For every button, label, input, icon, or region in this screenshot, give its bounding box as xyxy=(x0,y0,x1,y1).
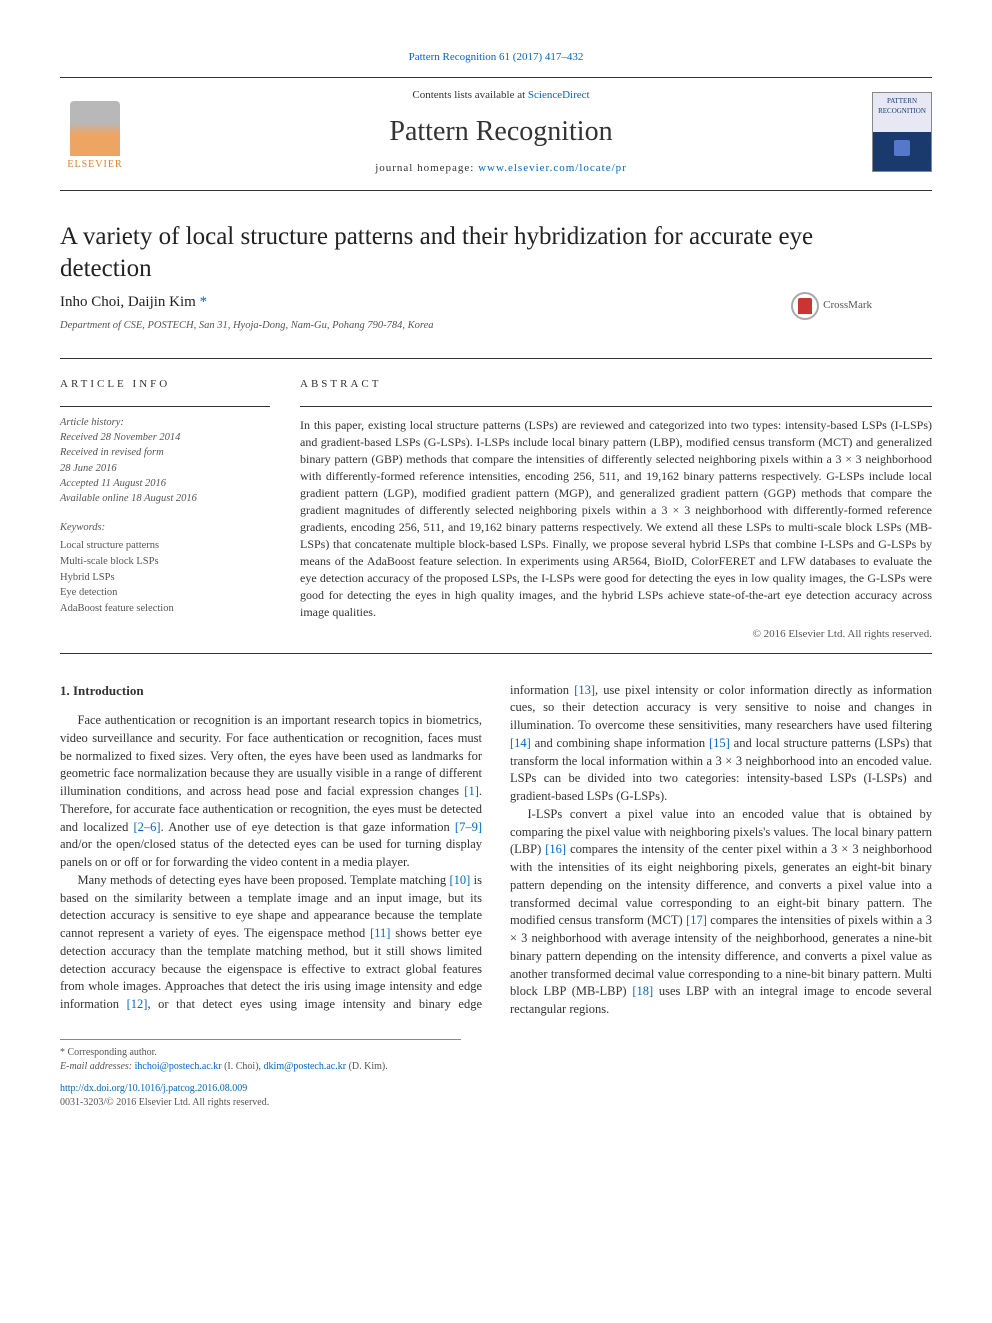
ref-link[interactable]: [7–9] xyxy=(455,820,482,834)
paragraph: Face authentication or recognition is an… xyxy=(60,712,482,872)
journal-cover-thumbnail: PATTERN RECOGNITION xyxy=(872,92,932,172)
abstract-heading: ABSTRACT xyxy=(300,377,932,392)
citation-link[interactable]: Pattern Recognition 61 (2017) 417–432 xyxy=(409,51,584,63)
article-title: A variety of local structure patterns an… xyxy=(60,221,932,284)
email-link[interactable]: dkim@postech.ac.kr xyxy=(264,1061,347,1072)
email-line: E-mail addresses: ihchoi@postech.ac.kr (… xyxy=(60,1060,461,1074)
keyword-item: Hybrid LSPs xyxy=(60,572,115,583)
elsevier-label: ELSEVIER xyxy=(67,158,122,172)
citation-header: Pattern Recognition 61 (2017) 417–432 xyxy=(60,50,932,65)
ref-link[interactable]: [18] xyxy=(632,984,653,998)
ref-link[interactable]: [15] xyxy=(709,736,730,750)
text-run: and combining shape information xyxy=(531,736,709,750)
article-info-heading: ARTICLE INFO xyxy=(60,377,270,392)
ref-link[interactable]: [2–6] xyxy=(134,820,161,834)
keyword-item: AdaBoost feature selection xyxy=(60,603,174,614)
ref-link[interactable]: [10] xyxy=(450,873,471,887)
keyword-item: Local structure patterns xyxy=(60,540,159,551)
crossmark-label: CrossMark xyxy=(823,298,872,313)
keyword-item: Eye detection xyxy=(60,587,117,598)
article-history: Article history: Received 28 November 20… xyxy=(60,406,270,506)
ref-link[interactable]: [11] xyxy=(370,926,390,940)
contents-line: Contents lists available at ScienceDirec… xyxy=(130,88,872,103)
homepage-line: journal homepage: www.elsevier.com/locat… xyxy=(130,161,872,176)
text-run: . Another use of eye detection is that g… xyxy=(161,820,455,834)
text-run: and/or the open/closed status of the det… xyxy=(60,837,482,869)
keywords-label: Keywords: xyxy=(60,520,270,536)
history-online: Available online 18 August 2016 xyxy=(60,493,197,504)
ref-link[interactable]: [1] xyxy=(464,784,479,798)
body-text: 1. Introduction Face authentication or r… xyxy=(60,682,932,1019)
footnotes: * Corresponding author. E-mail addresses… xyxy=(60,1039,461,1074)
crossmark-icon xyxy=(791,292,819,320)
journal-header: ELSEVIER Contents lists available at Sci… xyxy=(60,77,932,191)
contents-prefix: Contents lists available at xyxy=(412,89,527,101)
journal-title: Pattern Recognition xyxy=(130,112,872,151)
issn-line: 0031-3203/© 2016 Elsevier Ltd. All right… xyxy=(60,1097,269,1108)
affiliation: Department of CSE, POSTECH, San 31, Hyoj… xyxy=(60,319,932,334)
copyright: © 2016 Elsevier Ltd. All rights reserved… xyxy=(300,627,932,642)
ref-link[interactable]: [17] xyxy=(686,913,707,927)
keywords: Keywords: Local structure patterns Multi… xyxy=(60,520,270,617)
keyword-item: Multi-scale block LSPs xyxy=(60,556,159,567)
author-names: Inho Choi, Daijin Kim xyxy=(60,294,196,310)
text-run: Many methods of detecting eyes have been… xyxy=(78,873,450,887)
crossmark-badge[interactable]: CrossMark xyxy=(791,292,872,320)
email-link[interactable]: ihchoi@postech.ac.kr xyxy=(135,1061,222,1072)
ref-link[interactable]: [14] xyxy=(510,736,531,750)
footer-identifiers: http://dx.doi.org/10.1016/j.patcog.2016.… xyxy=(60,1082,932,1110)
history-revised-line1: Received in revised form xyxy=(60,447,164,458)
email-who: (D. Kim). xyxy=(346,1061,388,1072)
history-accepted: Accepted 11 August 2016 xyxy=(60,478,166,489)
history-received: Received 28 November 2014 xyxy=(60,432,180,443)
ref-link[interactable]: [12] xyxy=(127,997,148,1011)
elsevier-tree-icon xyxy=(70,101,120,156)
homepage-link[interactable]: www.elsevier.com/locate/pr xyxy=(478,162,627,174)
elsevier-logo: ELSEVIER xyxy=(60,92,130,172)
email-label: E-mail addresses: xyxy=(60,1061,135,1072)
sciencedirect-link[interactable]: ScienceDirect xyxy=(528,89,590,101)
ref-link[interactable]: [16] xyxy=(545,842,566,856)
abstract-text: In this paper, existing local structure … xyxy=(300,406,932,621)
corresponding-marker: * xyxy=(196,294,207,310)
cover-label: PATTERN RECOGNITION xyxy=(878,97,926,115)
section-divider xyxy=(60,653,932,654)
doi-link[interactable]: http://dx.doi.org/10.1016/j.patcog.2016.… xyxy=(60,1083,247,1094)
section-heading-1: 1. Introduction xyxy=(60,682,482,700)
ref-link[interactable]: [13] xyxy=(574,683,595,697)
email-who: (I. Choi), xyxy=(222,1061,264,1072)
text-run: Face authentication or recognition is an… xyxy=(60,713,482,798)
history-revised-line2: 28 June 2016 xyxy=(60,463,117,474)
paragraph: I-LSPs convert a pixel value into an enc… xyxy=(510,806,932,1019)
homepage-prefix: journal homepage: xyxy=(375,162,478,174)
corresponding-author-note: * Corresponding author. xyxy=(60,1046,461,1060)
history-label: Article history: xyxy=(60,417,124,428)
